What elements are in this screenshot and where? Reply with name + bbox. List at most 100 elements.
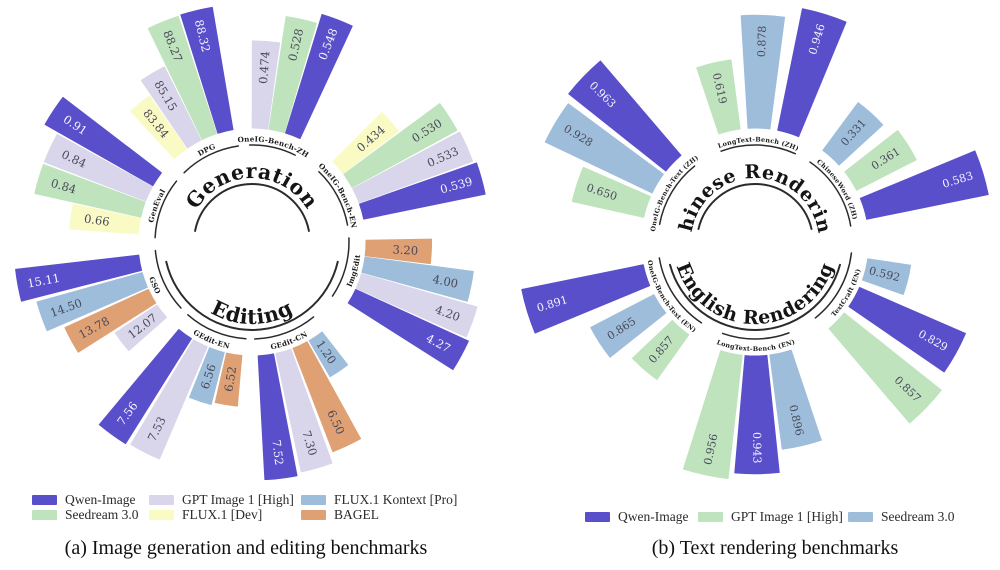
legend-swatch — [698, 512, 723, 522]
bar — [275, 348, 333, 473]
bar — [590, 294, 667, 358]
bar-value-label: 3.20 — [392, 242, 418, 257]
legend-swatch — [32, 510, 57, 520]
legend-item: FLUX.1 Kontext [Pro] — [301, 492, 481, 507]
legend-swatch — [32, 495, 57, 505]
legend-b: Qwen-Image GPT Image 1 [High] Seedream 3.0 — [585, 509, 978, 524]
benchmark-tick-arc — [154, 249, 182, 309]
bar — [147, 15, 218, 140]
bar — [352, 131, 474, 204]
benchmark-tick-arc — [720, 144, 796, 155]
benchmark-tick-arc — [658, 257, 703, 324]
section-title-arc — [669, 263, 841, 331]
benchmark-tick-arc — [183, 145, 240, 174]
bar — [257, 353, 298, 480]
bar — [631, 319, 690, 380]
benchmark-tick-arc — [154, 180, 178, 239]
legend-label: Qwen-Image — [618, 509, 689, 524]
bar — [355, 273, 478, 338]
section-title-arc — [165, 260, 339, 331]
bar-value-label: 0.528 — [285, 27, 306, 62]
bar-value-label: 7.30 — [299, 429, 320, 457]
bar — [44, 96, 162, 187]
bar — [844, 130, 917, 191]
bar — [544, 103, 664, 194]
legend-a: Qwen-Image GPT Image 1 [High] FLUX.1 Konte… — [32, 492, 481, 522]
bar — [848, 286, 966, 373]
bar — [292, 341, 362, 453]
section-title-arc — [194, 183, 310, 232]
legend-item: GPT Image 1 [High] — [149, 492, 301, 507]
bar-value-label: 15.11 — [26, 271, 61, 291]
benchmark-tick-arc — [814, 252, 853, 319]
bar — [682, 350, 743, 479]
bar — [130, 95, 187, 159]
bar — [734, 354, 780, 475]
bar-value-label: 6.52 — [221, 365, 239, 392]
legend-label: Qwen-Image — [65, 492, 136, 507]
bar — [777, 8, 847, 138]
bar — [568, 60, 682, 172]
bar-value-label: 0.878 — [755, 25, 769, 57]
bar — [43, 133, 153, 202]
legend-swatch — [301, 510, 326, 520]
bar — [285, 14, 353, 140]
legend-item: Seedream 3.0 — [32, 507, 149, 522]
bar — [268, 16, 317, 134]
bar — [214, 352, 243, 407]
bar-value-label: 0.943 — [750, 432, 763, 464]
bar-value-label: 7.52 — [269, 439, 286, 466]
bar — [740, 14, 786, 130]
legend-label: GPT Image 1 [High] — [731, 509, 843, 524]
bar — [364, 238, 433, 265]
bar — [308, 331, 349, 378]
benchmark-tick-arc — [253, 316, 315, 340]
legend-item: Seedream 3.0 — [848, 510, 978, 523]
bar-value-label: 0.474 — [256, 51, 272, 85]
caption-a: (a) Image generation and editing benchma… — [64, 537, 428, 559]
bar — [36, 272, 148, 332]
bar — [140, 66, 202, 149]
bar — [361, 256, 474, 302]
legend-label: BAGEL — [334, 507, 379, 522]
legend-label: Seedream 3.0 — [65, 507, 139, 522]
bar — [180, 6, 234, 134]
legend-item: FLUX.1 [Dev] — [149, 508, 301, 521]
legend-item: GPT Image 1 [High] — [698, 509, 848, 524]
legend-label: FLUX.1 Kontext [Pro] — [334, 492, 458, 507]
legend-swatch — [149, 510, 174, 520]
bar — [769, 349, 822, 450]
bar — [98, 328, 192, 445]
bar — [347, 288, 469, 371]
benchmark-tick-arc — [248, 144, 296, 156]
legend-item: Qwen-Image — [585, 509, 698, 524]
bar-value-label: 0.84 — [49, 176, 78, 197]
benchmark-tick-arc — [809, 161, 852, 227]
bar-value-label: 0.66 — [83, 211, 110, 228]
section-title-arc — [697, 183, 813, 230]
legend-swatch — [848, 512, 873, 522]
legend-swatch — [149, 495, 174, 505]
legend-label: GPT Image 1 [High] — [182, 492, 294, 507]
bar — [114, 304, 167, 352]
bar — [859, 150, 989, 220]
bar — [696, 59, 741, 135]
bar — [251, 40, 281, 130]
benchmark-tick-arc — [721, 332, 790, 340]
benchmark-tick-arc — [331, 237, 350, 297]
bar — [828, 312, 942, 424]
